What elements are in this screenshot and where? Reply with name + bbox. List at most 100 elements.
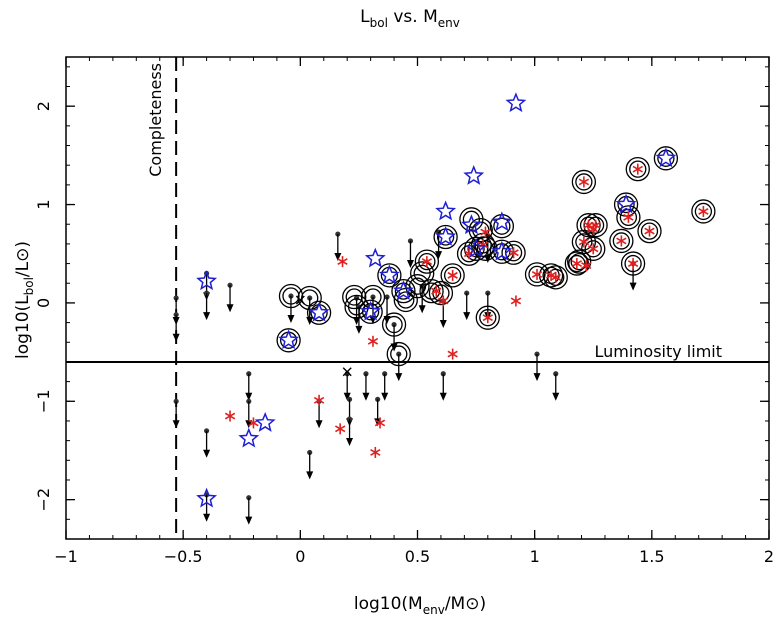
asterisk-arm xyxy=(588,245,599,253)
inner-circle xyxy=(568,254,586,273)
upper-limit-marker xyxy=(226,282,234,313)
red-asterisk-marker xyxy=(632,163,643,175)
red-asterisk-marker xyxy=(588,243,599,255)
red-asterisk-marker xyxy=(370,446,381,458)
y-tick-label: 0 xyxy=(34,298,53,308)
asterisk-arm xyxy=(531,270,543,278)
outer-circle xyxy=(391,278,416,304)
upper-limit-arrowhead xyxy=(346,437,354,446)
upper-limit-marker xyxy=(203,428,211,458)
asterisk-arm xyxy=(616,237,627,245)
upper-limit-marker xyxy=(343,371,351,401)
blue-star-marker xyxy=(392,280,414,301)
upper-limit-marker xyxy=(395,351,403,382)
blue-star-marker xyxy=(491,211,513,232)
upper-limit-marker xyxy=(346,416,354,446)
upper-limit-arrowhead xyxy=(406,259,414,268)
upper-limit-marker xyxy=(306,449,314,480)
upper-limit-marker xyxy=(406,238,414,268)
outer-circle xyxy=(567,249,592,274)
upper-limit-marker xyxy=(463,290,471,321)
outer-circle xyxy=(381,312,407,337)
circled-marker xyxy=(609,228,634,254)
upper-limit-arrowhead xyxy=(418,305,426,314)
asterisk-arm xyxy=(644,227,655,235)
upper-limit-marker xyxy=(362,371,370,401)
x-tick-label: 0 xyxy=(295,547,305,566)
red-asterisk-marker xyxy=(421,256,433,268)
red-asterisk-marker xyxy=(447,348,458,360)
asterisk-arm xyxy=(581,262,592,269)
inner-circle xyxy=(418,252,436,271)
upper-limit-marker xyxy=(552,371,560,401)
upper-limit-arrowhead xyxy=(315,420,323,429)
blue-star-marker xyxy=(254,411,276,432)
red-asterisk-marker xyxy=(508,247,519,259)
red-asterisk-marker xyxy=(531,268,543,280)
circled-marker xyxy=(393,287,418,313)
upper-limit-arrowhead xyxy=(395,373,403,382)
circled-marker xyxy=(625,156,650,182)
inner-circle xyxy=(493,217,511,235)
red-asterisk-marker xyxy=(578,176,590,188)
asterisk-arm xyxy=(588,225,599,233)
red-asterisk-marker xyxy=(698,205,709,217)
red-asterisk-marker xyxy=(313,394,325,406)
outer-circle xyxy=(691,199,716,224)
upper-limit-marker xyxy=(172,312,180,342)
circled-marker xyxy=(440,263,465,288)
outer-circle xyxy=(428,280,454,306)
asterisk-arm xyxy=(632,165,643,173)
y-axis-label: log10(Lbol/L⊙) xyxy=(13,241,36,359)
red-asterisk-marker xyxy=(482,312,493,324)
red-asterisk-marker xyxy=(477,239,489,251)
outer-circle xyxy=(543,265,568,290)
upper-limit-arrowhead xyxy=(306,317,314,325)
upper-limit-arrowhead xyxy=(463,312,471,321)
upper-limit-arrowhead xyxy=(306,471,314,480)
asterisk-arm xyxy=(374,419,386,427)
red-asterisk-marker xyxy=(578,236,590,248)
outer-circle xyxy=(358,299,383,324)
blue-star-marker xyxy=(491,240,513,261)
upper-limit-arrowhead xyxy=(362,392,370,401)
title-mid: vs. M xyxy=(388,7,438,27)
outer-circle xyxy=(609,228,634,254)
red-asterisk-marker xyxy=(623,211,634,223)
outer-circle xyxy=(433,224,458,250)
x-axis-label: log10(Menv/M⊙) xyxy=(354,594,486,617)
inner-circle xyxy=(694,202,713,221)
blue-star-marker xyxy=(196,487,218,508)
upper-limit-arrowhead xyxy=(355,325,363,334)
upper-limit-marker xyxy=(245,371,253,401)
red-asterisk-marker xyxy=(335,423,346,435)
outer-circle xyxy=(583,213,608,238)
x-tick-label: −0.5 xyxy=(164,547,203,566)
upper-limit-arrowhead xyxy=(172,333,180,342)
asterisk-arm xyxy=(447,350,458,358)
inner-circle xyxy=(364,288,382,306)
blue-star-marker xyxy=(238,427,260,448)
upper-limit-marker xyxy=(439,371,447,401)
asterisk-arm xyxy=(447,271,458,279)
y-tick-label: 1 xyxy=(34,199,53,209)
asterisk-arm xyxy=(335,425,346,433)
title-sub1: bol xyxy=(370,16,388,30)
blue-star-marker xyxy=(278,329,300,350)
upper-limit-marker xyxy=(334,231,342,262)
inner-circle xyxy=(443,266,462,285)
reference-lines: Completeness Luminosity limit xyxy=(66,57,769,539)
red-asterisk-marker xyxy=(480,226,491,238)
upper-limit-arrowhead xyxy=(552,392,560,401)
inner-circle xyxy=(640,222,659,240)
axis-ticks: −1 −0.5 0 0.5 1 1.5 2 −2 −1 0 1 2 xyxy=(34,57,774,566)
red-asterisk-marker xyxy=(616,235,627,247)
circled-marker xyxy=(414,249,440,274)
upper-limit-marker xyxy=(203,492,211,522)
upper-limit-arrowhead xyxy=(439,319,447,328)
upper-limit-arrowhead xyxy=(381,392,389,401)
upper-limit-dot xyxy=(407,238,414,244)
upper-limit-arrowhead xyxy=(439,392,447,401)
asterisk-arm xyxy=(550,273,561,281)
